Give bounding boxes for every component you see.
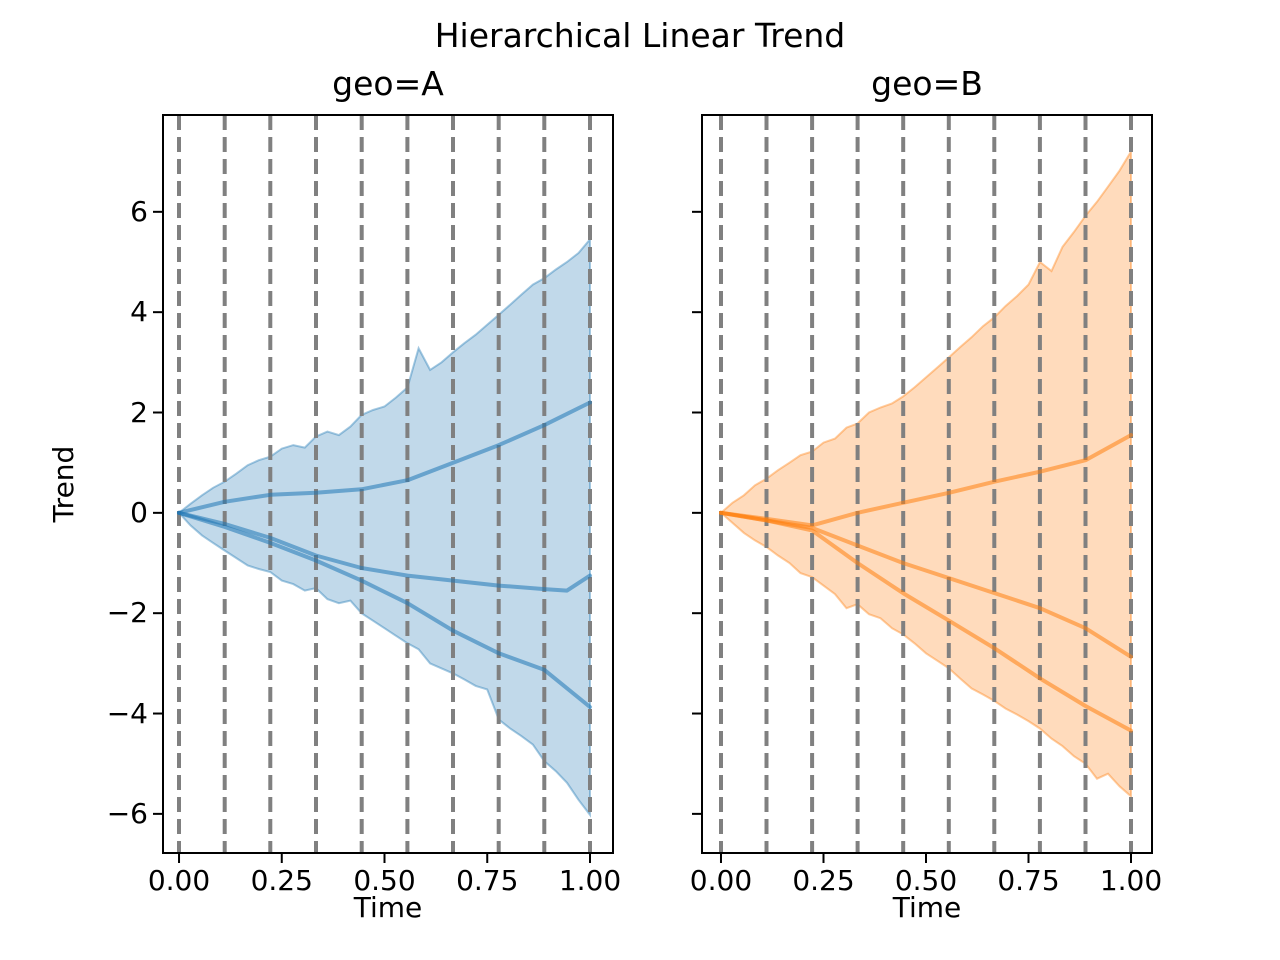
x-axis-label-geo-a: Time: [353, 891, 423, 924]
y-tick-label: −2: [106, 596, 148, 630]
trend-sample-line-geo-a-draw-1: [177, 400, 592, 515]
x-tick-label-geo-b: 0.25: [792, 864, 855, 897]
x-tick-label-geo-b: 1.00: [1099, 864, 1163, 897]
x-tick-label-geo-b: 0.50: [894, 864, 958, 897]
x-axis-label-geo-b: Time: [892, 891, 962, 924]
y-tick-label: 0: [130, 495, 148, 529]
x-tick-label-geo-a: 0.00: [147, 864, 211, 897]
subplot-title-geo-b: geo=B: [871, 64, 983, 103]
y-tick-label: −4: [106, 696, 148, 730]
trend-sample-line-geo-b-draw-3: [719, 510, 1133, 733]
x-tick-label-geo-b: 0.75: [997, 864, 1060, 897]
x-tick-label-geo-a: 0.75: [456, 864, 519, 897]
trend-sample-line-geo-a-draw-2: [177, 510, 592, 593]
x-tick-label-geo-b: 0.00: [689, 864, 753, 897]
y-tick-label: 4: [130, 295, 148, 329]
y-axis-label: Trend: [47, 445, 80, 523]
x-tick-label-geo-a: 1.00: [558, 864, 622, 897]
trend-sample-line-geo-a-draw-3: [177, 510, 592, 709]
subplot-title-geo-a: geo=A: [332, 64, 444, 103]
y-tick-label: 2: [130, 395, 148, 429]
axes-spine-geo-a: [162, 114, 614, 854]
figure-title: Hierarchical Linear Trend: [434, 16, 846, 55]
uncertainty-band-geo-b: [719, 148, 1132, 799]
y-tick-label: −6: [106, 796, 148, 830]
x-tick-label-geo-a: 0.50: [353, 864, 416, 897]
axes-spine-geo-b: [701, 114, 1153, 854]
x-tick-label-geo-a: 0.25: [250, 864, 313, 897]
y-tick-label: 6: [130, 194, 148, 228]
